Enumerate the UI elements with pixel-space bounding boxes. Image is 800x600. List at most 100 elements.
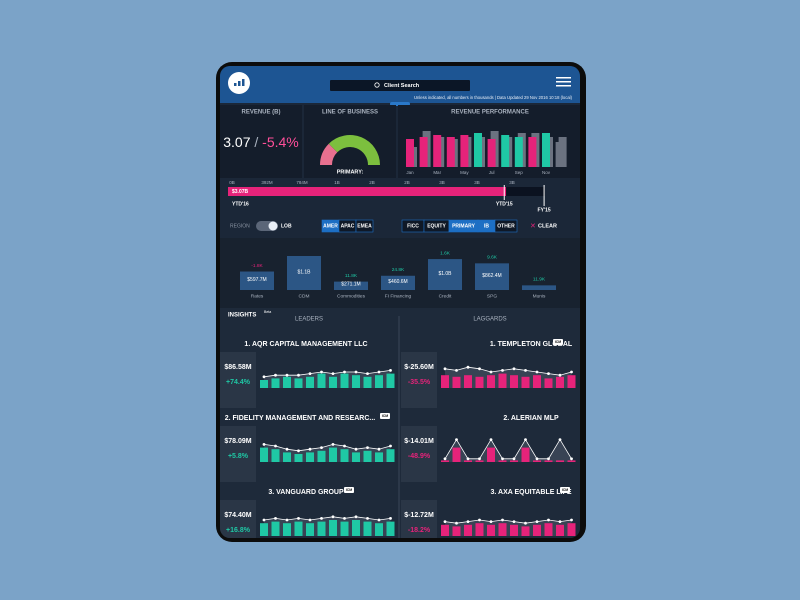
client-bar xyxy=(452,526,461,536)
note: Unless indicated, all numbers in thousan… xyxy=(414,95,573,100)
client-bar xyxy=(375,523,383,536)
trend-dot xyxy=(377,518,381,522)
business-name: Rates xyxy=(251,293,264,299)
panel xyxy=(220,105,302,178)
month-label: Jul xyxy=(489,170,495,175)
trend-dot xyxy=(297,373,300,377)
trend-dot xyxy=(512,457,516,461)
business-value: $460.6M xyxy=(388,279,407,285)
progress-tick: 0B xyxy=(229,180,235,185)
business-value: $862.4M xyxy=(482,273,501,279)
trend-dot xyxy=(262,375,266,379)
menu-line xyxy=(556,85,571,87)
filter-text[interactable]: EMEA xyxy=(357,223,372,229)
client-bar xyxy=(464,460,472,462)
client-bar xyxy=(452,376,461,388)
trend-dot xyxy=(535,520,539,523)
progress-tick: 392M xyxy=(261,180,273,185)
business-value: $271.1M xyxy=(341,281,360,287)
progress-bar xyxy=(228,187,507,196)
filter-text[interactable]: PRIMARY xyxy=(452,223,476,229)
client-bar xyxy=(521,526,530,536)
trend-line xyxy=(263,516,391,521)
gauge-segment xyxy=(328,135,380,165)
toggle-label: REGION xyxy=(230,223,250,229)
amount: $-25.60M xyxy=(404,364,434,371)
filter-button[interactable] xyxy=(494,219,518,233)
business-bar xyxy=(428,259,462,290)
client-bar xyxy=(386,449,395,462)
filter-button[interactable] xyxy=(355,219,374,233)
client-bar xyxy=(306,452,314,462)
trend-line xyxy=(444,366,572,376)
filter-text[interactable]: APAC xyxy=(341,223,355,229)
trend-dot xyxy=(354,515,358,519)
client-bar xyxy=(510,460,518,462)
trend-dot xyxy=(466,365,470,369)
month-label: Sep xyxy=(515,170,524,175)
trend-dot xyxy=(389,369,392,372)
trend-dot xyxy=(547,457,550,461)
current-bar xyxy=(501,135,510,167)
trend-dot xyxy=(489,438,493,441)
client-bar xyxy=(352,520,360,536)
trend-dot xyxy=(262,518,266,522)
amount-box xyxy=(401,352,437,408)
client-bar xyxy=(271,449,280,462)
revenue-part: 3.07 xyxy=(223,134,250,150)
trend-dot xyxy=(524,438,527,441)
logo-bar xyxy=(234,83,237,86)
trend-dot xyxy=(501,369,504,372)
business-value: $597.7M xyxy=(247,277,266,283)
filter-text[interactable]: EQUITY xyxy=(427,223,446,229)
trend-dot xyxy=(366,446,369,449)
revenue-value: 3.07 / -5.4% xyxy=(223,134,299,150)
marker-label: YTD'15 xyxy=(496,201,513,207)
trend-dot xyxy=(535,457,539,461)
filter-text[interactable]: IB xyxy=(484,223,489,229)
trend-dot xyxy=(455,438,458,441)
client-name: 3. AXA EQUITABLE LIFE xyxy=(490,489,571,496)
client-bar xyxy=(271,521,280,536)
amount: $-12.72M xyxy=(404,512,434,519)
trend-dot xyxy=(366,372,369,375)
client-bar xyxy=(544,378,553,388)
amount-box xyxy=(220,426,256,482)
filter-text[interactable]: OTHER xyxy=(497,223,515,229)
business-value: $1.1B xyxy=(297,269,311,275)
clear-icon: ✕ xyxy=(530,223,536,230)
client-bar xyxy=(294,521,303,536)
amount-box xyxy=(401,426,437,482)
business-change: -1.8K xyxy=(251,263,263,269)
client-bar xyxy=(329,376,337,388)
progress-tick: 2B xyxy=(369,180,375,185)
trend-dot xyxy=(343,370,346,374)
change: -18.2% xyxy=(408,527,431,534)
tag xyxy=(560,487,570,493)
logo-bar xyxy=(242,79,245,86)
clear-button[interactable]: CLEAR xyxy=(538,223,557,229)
gauge-segment xyxy=(320,143,338,165)
client-name: 1. AQR CAPITAL MANAGEMENT LLC xyxy=(244,341,367,348)
trend-dot xyxy=(501,457,504,461)
client-bar xyxy=(352,375,360,388)
client-bar xyxy=(306,376,314,388)
client-bar xyxy=(294,378,303,388)
toggle-label: LOB xyxy=(281,223,292,229)
search-text[interactable]: Client Search xyxy=(384,83,420,89)
client-bar xyxy=(544,460,553,462)
trend-dot xyxy=(570,518,573,522)
client-name: 2. FIDELITY MANAGEMENT AND RESEARC... xyxy=(225,415,376,422)
filter-text[interactable]: AMER xyxy=(323,223,338,229)
trend-dot xyxy=(558,520,562,523)
client-name: 2. ALERIAN MLP xyxy=(503,415,559,422)
filter-text[interactable]: FICC xyxy=(407,223,419,229)
logo-bar xyxy=(238,81,241,86)
change: +74.4% xyxy=(226,379,251,386)
client-bar xyxy=(260,447,268,462)
client-bar xyxy=(544,523,553,536)
search-box[interactable] xyxy=(330,80,470,91)
client-bar xyxy=(386,521,395,536)
client-name: 1. TEMPLETON GLOBAL xyxy=(490,341,573,348)
tag-text: ICM xyxy=(562,488,569,492)
